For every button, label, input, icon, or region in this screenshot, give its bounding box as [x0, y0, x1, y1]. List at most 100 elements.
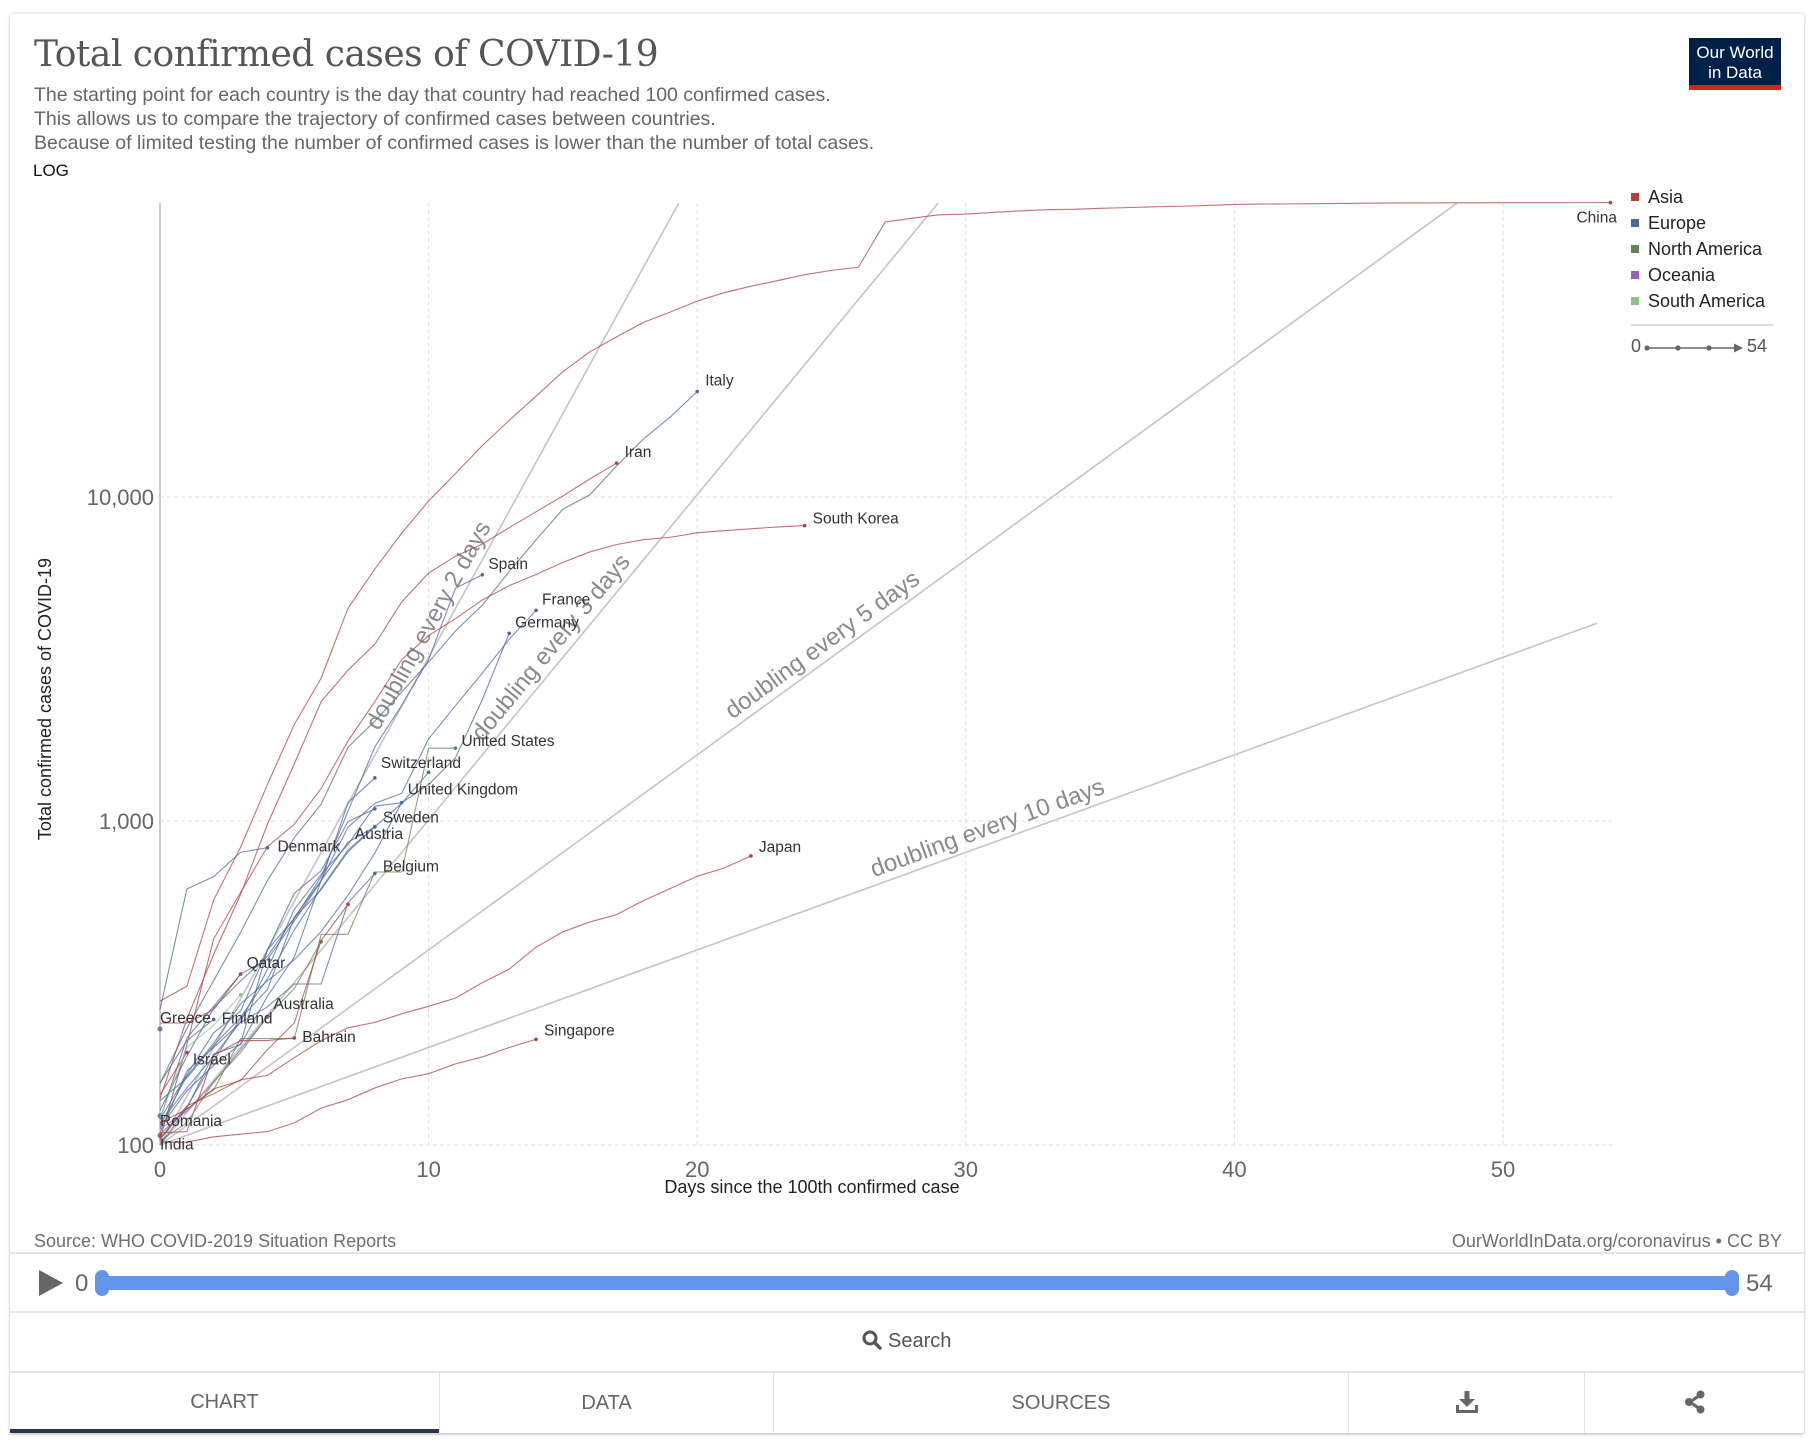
- country-label-austria[interactable]: Austria: [355, 826, 404, 843]
- series-denmark[interactable]: [159, 847, 268, 1010]
- country-label-qatar[interactable]: Qatar: [247, 955, 286, 972]
- country-label-united-states[interactable]: United States: [461, 733, 554, 750]
- chart-title: Total confirmed cases of COVID-19: [34, 34, 659, 75]
- y-tick-label: 1,000: [99, 809, 154, 834]
- mini-timeline-legend: 0 54: [1631, 336, 1791, 360]
- chart-subtitle-line-2: This allows us to compare the trajectory…: [34, 108, 716, 130]
- doubling-label-3-days: doubling every 3 days: [466, 549, 636, 746]
- series-canada[interactable]: [159, 941, 322, 1142]
- series-austria[interactable]: [159, 826, 376, 1140]
- timeline-start-handle[interactable]: [95, 1270, 109, 1296]
- divider: [10, 1371, 1804, 1373]
- country-label-united-kingdom[interactable]: United Kingdom: [408, 782, 518, 799]
- legend-label: North America: [1648, 239, 1763, 259]
- series-iran[interactable]: [159, 462, 617, 1099]
- series-italy[interactable]: [159, 391, 698, 1084]
- tab-chart[interactable]: CHART: [10, 1373, 439, 1433]
- series-united-states[interactable]: [159, 747, 456, 1135]
- country-label-australia[interactable]: Australia: [273, 996, 334, 1013]
- series-malaysia[interactable]: [159, 904, 349, 1124]
- country-label-japan[interactable]: Japan: [759, 839, 801, 856]
- series-greece[interactable]: [157, 1026, 163, 1032]
- series-netherlands[interactable]: [159, 771, 430, 1111]
- source-note[interactable]: Source: WHO COVID-2019 Situation Reports: [34, 1231, 397, 1251]
- owid-logo[interactable]: Our World in Data: [1689, 38, 1781, 90]
- country-label-singapore[interactable]: Singapore: [544, 1022, 615, 1039]
- series-south-korea[interactable]: [159, 525, 805, 1140]
- series-finland[interactable]: [159, 1019, 215, 1084]
- logo-line-2: in Data: [1708, 63, 1762, 82]
- country-label-france[interactable]: France: [542, 591, 590, 608]
- country-label-south-korea[interactable]: South Korea: [813, 511, 900, 528]
- log-scale-toggle[interactable]: LOG: [33, 161, 69, 180]
- series-bahrain[interactable]: [159, 1037, 295, 1134]
- country-label-finland[interactable]: Finland: [222, 1010, 273, 1027]
- series-belgium[interactable]: [159, 873, 376, 1134]
- series-switzerland[interactable]: [159, 777, 376, 1120]
- doubling-label-5-days: doubling every 5 days: [720, 565, 925, 724]
- series-germany-endpoint: [507, 631, 511, 636]
- timeline-end-handle[interactable]: [1725, 1270, 1739, 1296]
- country-label-iran[interactable]: Iran: [625, 444, 652, 461]
- country-label-germany[interactable]: Germany: [515, 614, 579, 631]
- y-tick-label: 10,000: [87, 485, 154, 510]
- timeline-end-label: 54: [1746, 1270, 1773, 1297]
- tab-sources[interactable]: SOURCES: [1011, 1392, 1111, 1414]
- attribution-link[interactable]: OurWorldInData.org/coronavirus • CC BY: [1451, 1231, 1782, 1251]
- country-label-israel[interactable]: Israel: [193, 1051, 231, 1068]
- series-sweden[interactable]: [159, 826, 376, 1102]
- series-netherlands-endpoint: [426, 770, 431, 775]
- divider: [10, 1311, 1804, 1313]
- x-tick-label: 10: [416, 1157, 440, 1182]
- series-south-korea-endpoint: [802, 523, 807, 528]
- x-axis-title: Days since the 100th confirmed case: [664, 1177, 959, 1197]
- y-axis-title: Total confirmed cases of COVID-19: [35, 558, 55, 840]
- legend-swatch-europe: [1631, 219, 1639, 227]
- series-spain[interactable]: [159, 574, 483, 1120]
- series-japan-endpoint: [749, 854, 753, 858]
- share-button[interactable]: [1585, 1373, 1804, 1433]
- tab-divider: [1584, 1373, 1585, 1433]
- doubling-line-2-days: [159, 202, 680, 1146]
- country-label-romania[interactable]: Romania: [160, 1113, 222, 1130]
- series-japan[interactable]: [159, 855, 752, 1139]
- series-singapore[interactable]: [160, 1038, 537, 1143]
- search-icon: [862, 1330, 882, 1350]
- country-label-switzerland[interactable]: Switzerland: [381, 755, 461, 772]
- series-germany[interactable]: [159, 633, 510, 1124]
- timeline-slider-track[interactable]: [102, 1276, 1732, 1290]
- country-label-india[interactable]: India: [160, 1136, 194, 1153]
- grid: [160, 203, 1612, 1146]
- legend-label: South America: [1648, 291, 1766, 311]
- country-label-bahrain[interactable]: Bahrain: [302, 1029, 355, 1046]
- country-label-china[interactable]: China: [1576, 210, 1617, 227]
- series-france-endpoint: [534, 608, 538, 613]
- series-israel-endpoint: [185, 1050, 189, 1055]
- legend-swatch-north-america: [1631, 245, 1639, 253]
- download-button[interactable]: [1349, 1373, 1584, 1433]
- series-singapore-endpoint: [534, 1037, 538, 1042]
- tab-data[interactable]: DATA: [581, 1392, 632, 1414]
- country-label-italy[interactable]: Italy: [705, 373, 734, 390]
- series-norway[interactable]: [159, 808, 376, 1129]
- search-button[interactable]: Search: [862, 1330, 951, 1358]
- country-labels: China Italy Iran South Korea Spain France Germ…: [160, 210, 1617, 1154]
- doubling-label-10-days: doubling every 10 days: [867, 773, 1108, 883]
- play-button[interactable]: [38, 1269, 64, 1297]
- country-label-belgium[interactable]: Belgium: [383, 858, 439, 875]
- country-label-greece[interactable]: Greece: [160, 1010, 211, 1027]
- series-iran-endpoint: [614, 461, 619, 465]
- x-tick-label: 0: [154, 1157, 166, 1182]
- axes: 100 1,000 10,000 0 10 20 30 40 50: [87, 203, 1515, 1182]
- series-qatar[interactable]: [160, 973, 242, 1024]
- country-label-spain[interactable]: Spain: [488, 556, 528, 573]
- timeline-start-label: 0: [75, 1270, 89, 1297]
- legend-swatch-oceania: [1631, 271, 1639, 279]
- legend-label: Europe: [1648, 213, 1707, 233]
- country-label-denmark[interactable]: Denmark: [277, 839, 340, 856]
- country-label-sweden[interactable]: Sweden: [383, 810, 439, 827]
- series-brazil[interactable]: [159, 994, 241, 1119]
- series-india[interactable]: [157, 1132, 163, 1138]
- series-italy-endpoint: [695, 389, 699, 394]
- series-china[interactable]: [159, 202, 1611, 1002]
